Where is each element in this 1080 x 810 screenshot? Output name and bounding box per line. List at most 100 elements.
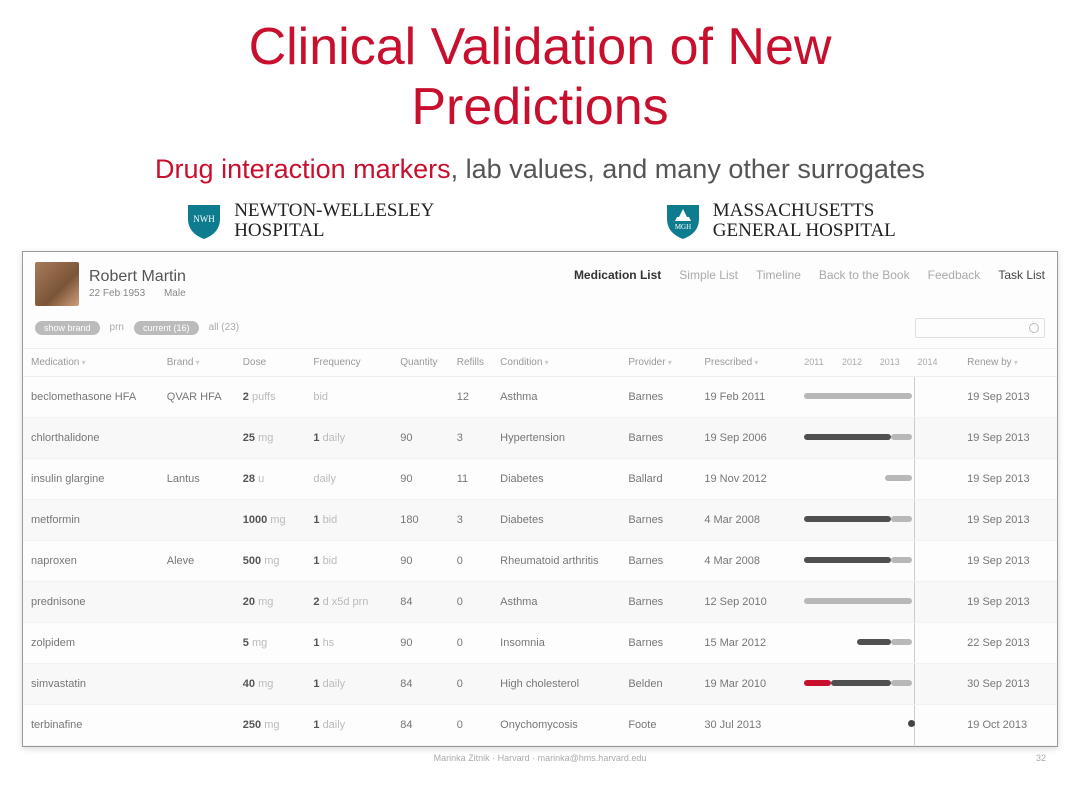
col-refills[interactable]: Refills: [449, 348, 492, 376]
col-brand[interactable]: Brand: [159, 348, 235, 376]
timeline-dot: [908, 720, 915, 727]
cell-timeline: [796, 376, 959, 417]
cell-dose: 5 mg: [235, 622, 306, 663]
col-medication[interactable]: Medication: [23, 348, 159, 376]
cell-prescribed: 19 Mar 2010: [696, 663, 796, 704]
table-row[interactable]: metformin1000 mg1 bid1803DiabetesBarnes4…: [23, 499, 1057, 540]
subtitle-rest: , lab values, and many other surrogates: [451, 154, 925, 184]
cell-renew: 19 Sep 2013: [959, 499, 1057, 540]
cell-condition: Diabetes: [492, 499, 620, 540]
cell-condition: Onychomycosis: [492, 704, 620, 745]
cell-refills: 0: [449, 663, 492, 704]
title-line-2: Predictions: [411, 78, 668, 136]
cell-timeline: [796, 417, 959, 458]
cell-medication: naproxen: [23, 540, 159, 581]
patient-dob: 22 Feb 1953: [89, 288, 145, 299]
cell-frequency: 1 bid: [305, 499, 392, 540]
cell-provider: Barnes: [620, 417, 696, 458]
cell-condition: Asthma: [492, 581, 620, 622]
cell-frequency: 1 hs: [305, 622, 392, 663]
timeline-bar: [804, 680, 831, 686]
cell-quantity: 180: [392, 499, 448, 540]
table-row[interactable]: terbinafine250 mg1 daily840Onychomycosis…: [23, 704, 1057, 745]
tab-feedback[interactable]: Feedback: [928, 268, 981, 282]
hospital-2-line-1: MASSACHUSETTS: [713, 200, 875, 221]
cell-medication: simvastatin: [23, 663, 159, 704]
timeline-bar: [831, 680, 891, 686]
col-provider[interactable]: Provider: [620, 348, 696, 376]
cell-refills: 3: [449, 417, 492, 458]
table-row[interactable]: simvastatin40 mg1 daily840High cholester…: [23, 663, 1057, 704]
cell-medication: chlorthalidone: [23, 417, 159, 458]
cell-medication: terbinafine: [23, 704, 159, 745]
cell-dose: 28 u: [235, 458, 306, 499]
col-condition[interactable]: Condition: [492, 348, 620, 376]
cell-medication: zolpidem: [23, 622, 159, 663]
col-quantity[interactable]: Quantity: [392, 348, 448, 376]
cell-renew: 30 Sep 2013: [959, 663, 1057, 704]
col-frequency[interactable]: Frequency: [305, 348, 392, 376]
cell-dose: 2 puffs: [235, 376, 306, 417]
cell-refills: 0: [449, 622, 492, 663]
hospital-1-line-1: NEWTON-WELLESLEY: [234, 200, 434, 221]
table-row[interactable]: insulin glargineLantus28 u daily9011Diab…: [23, 458, 1057, 499]
col-dose[interactable]: Dose: [235, 348, 306, 376]
table-row[interactable]: zolpidem5 mg1 hs900InsomniaBarnes15 Mar …: [23, 622, 1057, 663]
filter-show-brand[interactable]: show brand: [35, 321, 100, 335]
timeline-year-label: 2014: [917, 357, 955, 367]
footer-text: Marinka Zitnik · Harvard · marinka@hms.h…: [434, 753, 647, 763]
search-input[interactable]: [915, 318, 1045, 338]
timeline-year-label: 2011: [804, 357, 842, 367]
table-row[interactable]: naproxenAleve500 mg1 bid900Rheumatoid ar…: [23, 540, 1057, 581]
table-row[interactable]: beclomethasone HFAQVAR HFA2 puffs bid12A…: [23, 376, 1057, 417]
filter-current[interactable]: current (16): [134, 321, 199, 335]
cell-frequency: 1 daily: [305, 663, 392, 704]
tab-task-list[interactable]: Task List: [998, 268, 1045, 282]
cell-brand: QVAR HFA: [159, 376, 235, 417]
cell-provider: Barnes: [620, 499, 696, 540]
tab-simple-list[interactable]: Simple List: [679, 268, 738, 282]
cell-brand: [159, 663, 235, 704]
svg-text:NWH: NWH: [193, 214, 215, 224]
cell-prescribed: 30 Jul 2013: [696, 704, 796, 745]
filter-prn[interactable]: prn: [110, 322, 124, 333]
hospital-1-line-2: HOSPITAL: [234, 220, 324, 241]
cell-prescribed: 19 Nov 2012: [696, 458, 796, 499]
hospital-2-logo-icon: MGH: [663, 201, 703, 241]
tab-medication-list[interactable]: Medication List: [574, 268, 661, 282]
cell-brand: [159, 581, 235, 622]
tab-back-to-book[interactable]: Back to the Book: [819, 268, 910, 282]
hospital-2-line-2: GENERAL HOSPITAL: [713, 220, 896, 241]
col-renew[interactable]: Renew by: [959, 348, 1057, 376]
timeline-bar: [804, 434, 891, 440]
cell-timeline: [796, 704, 959, 745]
timeline-year-label: 2013: [880, 357, 918, 367]
cell-quantity: [392, 376, 448, 417]
table-row[interactable]: prednisone20 mg2 d x5d prn840AsthmaBarne…: [23, 581, 1057, 622]
cell-dose: 250 mg: [235, 704, 306, 745]
cell-renew: 19 Sep 2013: [959, 458, 1057, 499]
table-row[interactable]: chlorthalidone25 mg1 daily903Hypertensio…: [23, 417, 1057, 458]
cell-refills: 0: [449, 704, 492, 745]
cell-dose: 500 mg: [235, 540, 306, 581]
cell-quantity: 90: [392, 622, 448, 663]
cell-provider: Foote: [620, 704, 696, 745]
timeline-bar: [885, 475, 912, 481]
timeline-year-label: 2012: [842, 357, 880, 367]
medication-table: Medication Brand Dose Frequency Quantity…: [23, 348, 1057, 746]
cell-condition: Insomnia: [492, 622, 620, 663]
tab-timeline[interactable]: Timeline: [756, 268, 801, 282]
patient-banner[interactable]: Robert Martin 22 Feb 1953 Male: [35, 262, 202, 306]
filter-all[interactable]: all (23): [209, 322, 240, 333]
cell-medication: insulin glargine: [23, 458, 159, 499]
view-tabs: Medication List Simple List Timeline Bac…: [574, 262, 1045, 282]
cell-timeline: [796, 540, 959, 581]
cell-provider: Barnes: [620, 376, 696, 417]
slide-title: Clinical Validation of New Predictions: [0, 0, 1080, 138]
cell-condition: Diabetes: [492, 458, 620, 499]
cell-provider: Belden: [620, 663, 696, 704]
col-prescribed[interactable]: Prescribed: [696, 348, 796, 376]
cell-renew: 19 Sep 2013: [959, 417, 1057, 458]
hospital-1: NWH NEWTON-WELLESLEY HOSPITAL: [184, 201, 434, 241]
cell-renew: 22 Sep 2013: [959, 622, 1057, 663]
